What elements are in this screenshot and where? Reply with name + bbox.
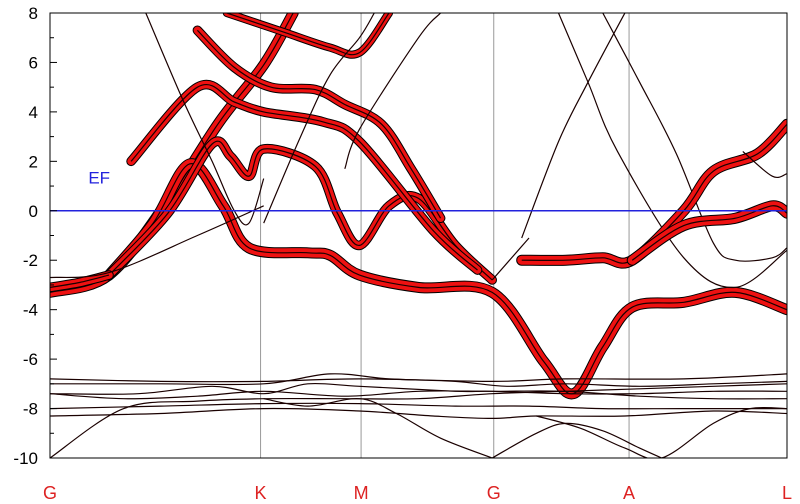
band-24-line (50, 407, 787, 420)
band-10 (521, 13, 626, 239)
band-7-line (145, 13, 265, 226)
band-11-line (557, 13, 787, 289)
y-tick-label: 2 (29, 152, 38, 171)
y-tick-label: -10 (13, 449, 38, 468)
band-16 (742, 150, 787, 179)
band-5 (192, 25, 446, 223)
y-axis: 8 6 4 2 0 -2 -4 -6 -8 -10 (13, 4, 57, 468)
band-28-line (536, 406, 787, 458)
fermi-level-label: EF (88, 169, 110, 188)
y-tick-label: -2 (23, 251, 38, 270)
band-25-line (50, 373, 787, 387)
band-9 (344, 13, 442, 170)
y-tick-label: -6 (23, 350, 38, 369)
y-tick-label: 4 (29, 103, 38, 122)
band-19 (50, 383, 787, 458)
band-27 (491, 422, 662, 458)
band-2-weight (104, 159, 787, 399)
kpoint-label-l: L (782, 483, 792, 503)
band-22 (50, 390, 787, 400)
y-tick-label: 0 (29, 202, 38, 221)
band-2-weight-outline (103, 158, 787, 400)
kpoint-label-k: K (255, 483, 267, 503)
band-2 (103, 158, 787, 400)
band-26-line (263, 398, 493, 458)
band-12 (602, 13, 787, 262)
band-4 (126, 79, 483, 275)
band-16-line (742, 150, 787, 179)
band-17-line (50, 274, 110, 288)
band-3 (104, 136, 497, 285)
band-21-line (50, 382, 787, 395)
y-tick-label: 6 (29, 53, 38, 72)
band-18 (50, 205, 264, 279)
band-series (50, 13, 787, 458)
y-tick-label: 8 (29, 4, 38, 23)
band-5-line (196, 29, 442, 219)
kpoint-label-a: A (623, 483, 635, 503)
band-9-line (344, 13, 442, 170)
band-24 (50, 407, 787, 420)
band-23-line (50, 402, 787, 410)
band-2-line (108, 163, 787, 395)
kpoint-label-m: M (354, 483, 369, 503)
band-25 (50, 373, 787, 387)
kpoint-label-g: G (487, 483, 501, 503)
band-8 (263, 13, 375, 224)
band-13 (491, 237, 530, 281)
band-19-line (50, 383, 787, 458)
band-8-line (263, 13, 375, 224)
band-27-line (491, 422, 662, 458)
band-22-line (50, 390, 787, 400)
band-17 (50, 270, 114, 293)
band-23 (50, 402, 787, 410)
band-18-line (50, 205, 264, 279)
band-21 (50, 382, 787, 395)
kpoint-label-g: G (43, 483, 57, 503)
y-tick-label: -8 (23, 400, 38, 419)
band-3-line (108, 140, 493, 281)
band-13-line (491, 237, 530, 281)
band-7 (145, 13, 265, 226)
band-6 (222, 13, 394, 59)
band-26 (263, 398, 493, 458)
band-12-line (602, 13, 787, 262)
band-11 (557, 13, 787, 289)
band-6-line (226, 13, 390, 56)
band-10-line (521, 13, 626, 239)
band-15-line (631, 205, 787, 261)
band-28 (536, 406, 787, 458)
band-15 (626, 200, 787, 266)
band-4-line (130, 84, 478, 271)
y-tick-label: -4 (23, 301, 38, 320)
